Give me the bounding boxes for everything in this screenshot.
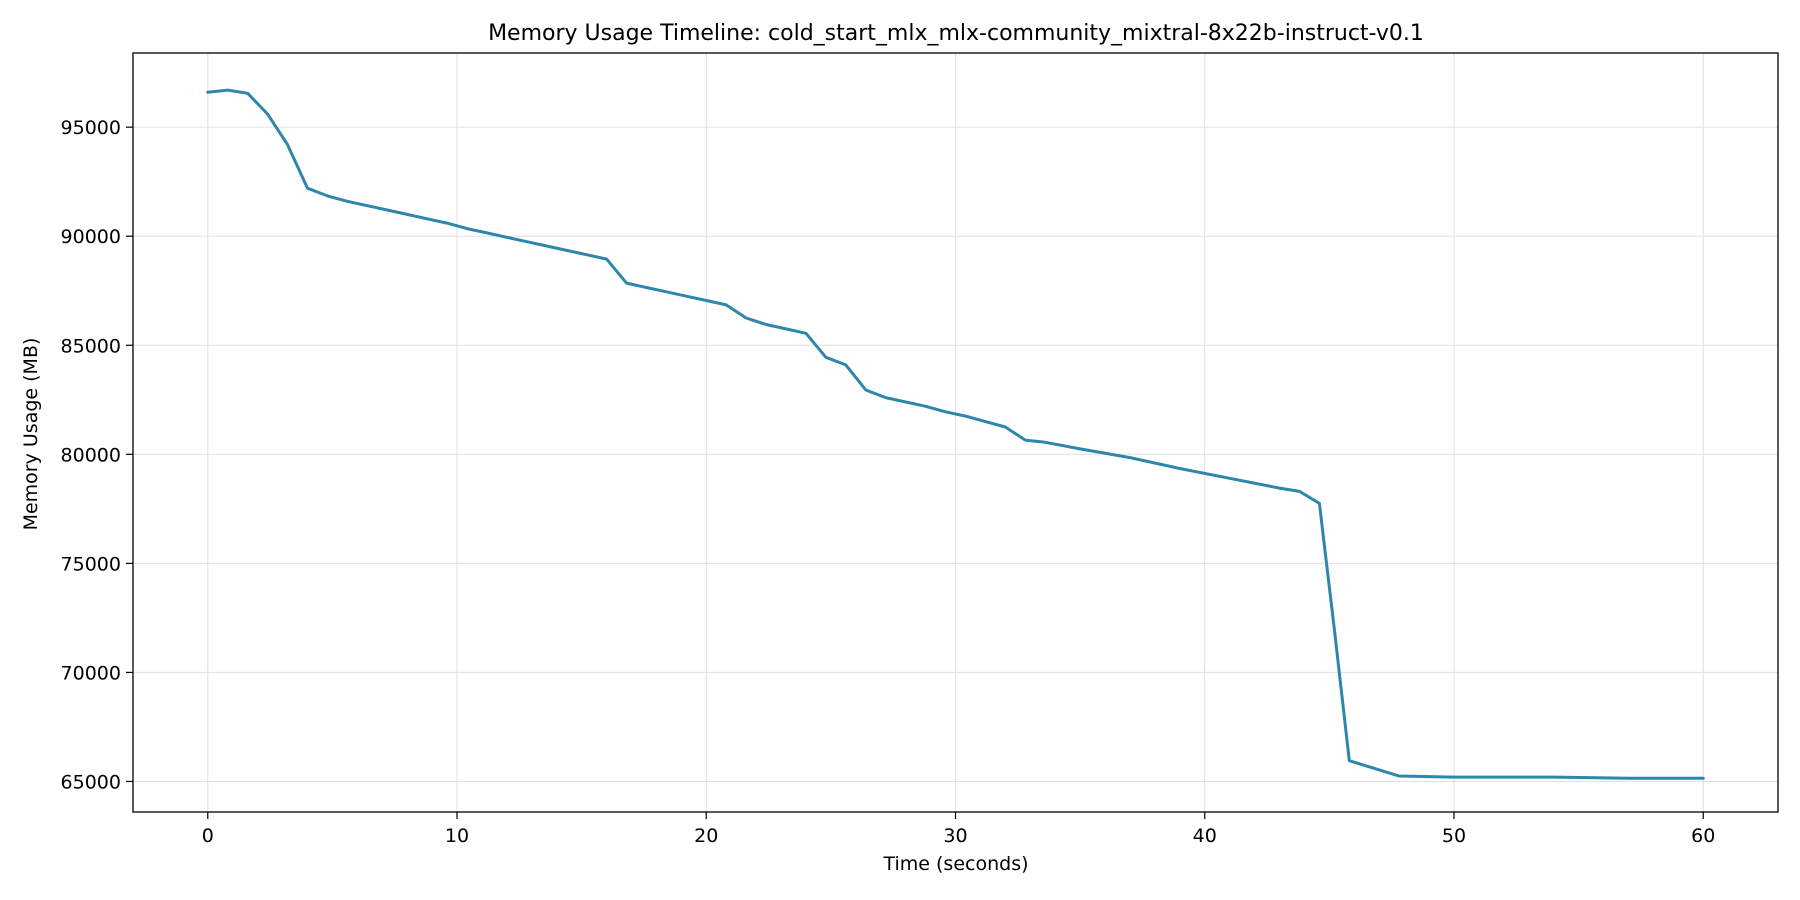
chart-title: Memory Usage Timeline: cold_start_mlx_ml…: [488, 21, 1424, 46]
y-axis: 65000 70000 75000 80000 85000 90000 95000: [61, 117, 133, 793]
x-tick-label: 40: [1193, 825, 1217, 847]
x-axis: 0 10 20 30 40 50 60: [202, 812, 1715, 847]
y-axis-label: Memory Usage (MB): [20, 338, 42, 531]
y-tick-label: 80000: [61, 444, 121, 466]
x-axis-label: Time (seconds): [882, 853, 1028, 875]
y-tick-label: 75000: [61, 553, 121, 575]
grid: [133, 53, 1778, 812]
y-tick-label: 95000: [61, 117, 121, 139]
y-tick-label: 85000: [61, 335, 121, 357]
x-tick-label: 0: [202, 825, 214, 847]
series-line-memory: [206, 88, 1705, 780]
x-tick-label: 20: [694, 825, 718, 847]
x-tick-label: 60: [1691, 825, 1715, 847]
y-tick-label: 65000: [61, 771, 121, 793]
x-tick-label: 30: [943, 825, 967, 847]
x-tick-label: 10: [445, 825, 469, 847]
y-tick-label: 70000: [61, 662, 121, 684]
y-tick-label: 90000: [61, 226, 121, 248]
x-tick-label: 50: [1442, 825, 1466, 847]
